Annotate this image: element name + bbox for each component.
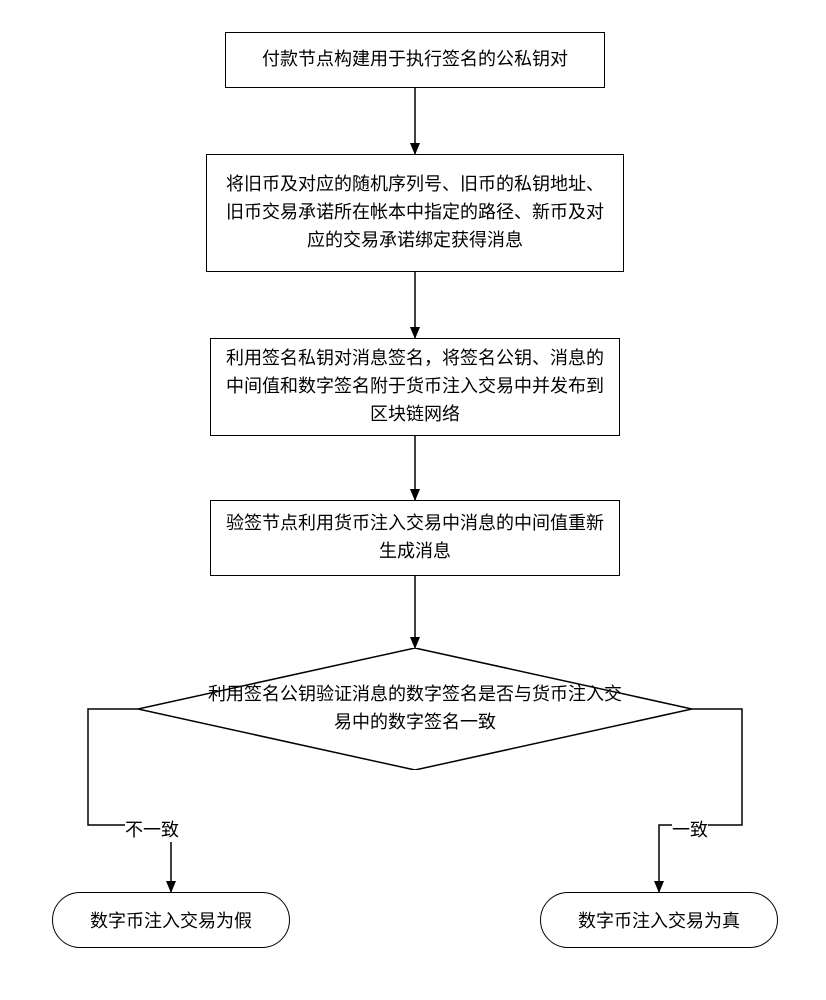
edge-label-no: 不一致 xyxy=(125,816,179,842)
terminal-false: 数字币注入交易为假 xyxy=(52,892,290,948)
terminal-true: 数字币注入交易为真 xyxy=(540,892,778,948)
process-text: 验签节点利用货币注入交易中消息的中间值重新生成消息 xyxy=(223,510,607,566)
process-sign-publish: 利用签名私钥对消息签名，将签名公钥、消息的中间值和数字签名附于货币注入交易中并发… xyxy=(210,338,620,436)
terminal-text: 数字币注入交易为假 xyxy=(90,907,252,933)
process-text: 利用签名私钥对消息签名，将签名公钥、消息的中间值和数字签名附于货币注入交易中并发… xyxy=(223,345,607,429)
process-text: 将旧币及对应的随机序列号、旧币的私钥地址、旧币交易承诺所在帐本中指定的路径、新币… xyxy=(219,171,611,255)
decision-text: 利用签名公钥验证消息的数字签名是否与货币注入交易中的数字签名一致 xyxy=(208,681,622,737)
decision-verify-signature: 利用签名公钥验证消息的数字签名是否与货币注入交易中的数字签名一致 xyxy=(138,648,692,770)
process-bind-message: 将旧币及对应的随机序列号、旧币的私钥地址、旧币交易承诺所在帐本中指定的路径、新币… xyxy=(206,154,624,272)
process-text: 付款节点构建用于执行签名的公私钥对 xyxy=(262,46,568,74)
process-regen-message: 验签节点利用货币注入交易中消息的中间值重新生成消息 xyxy=(210,500,620,576)
flowchart-canvas: 付款节点构建用于执行签名的公私钥对 将旧币及对应的随机序列号、旧币的私钥地址、旧… xyxy=(0,0,826,1000)
terminal-text: 数字币注入交易为真 xyxy=(578,907,740,933)
edge-label-yes: 一致 xyxy=(672,816,708,842)
process-build-keypair: 付款节点构建用于执行签名的公私钥对 xyxy=(225,32,605,88)
